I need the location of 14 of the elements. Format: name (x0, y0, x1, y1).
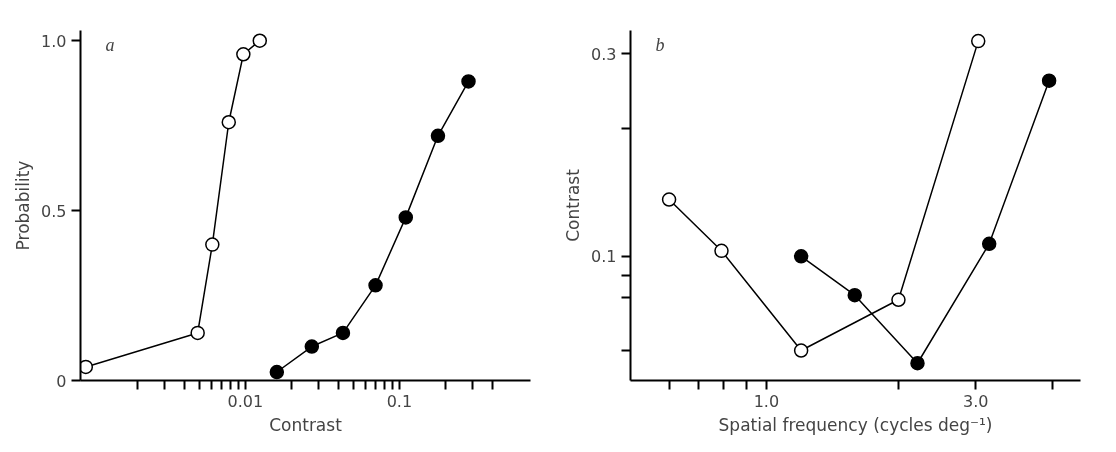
y-tick-label: 0.5 (41, 201, 67, 221)
y-axis-title: Contrast (563, 168, 584, 242)
x-axis-title: Spatial frequency (cycles deg⁻¹) (718, 414, 993, 435)
x-tick-label: 0.01 (227, 391, 264, 411)
x-tick-label: 0.1 (386, 391, 413, 411)
y-tick-label: 1.0 (41, 31, 67, 51)
x-tick-label: 3.0 (962, 391, 989, 411)
x-axis-title: Contrast (269, 414, 343, 435)
y-tick-label: 0.3 (591, 44, 617, 64)
y-axis-title: Probability (13, 160, 34, 251)
y-tick-label: 0 (56, 371, 67, 391)
chart-title: a (105, 34, 115, 55)
chart-title: b (655, 34, 665, 55)
x-tick-label: 1.0 (753, 391, 780, 411)
